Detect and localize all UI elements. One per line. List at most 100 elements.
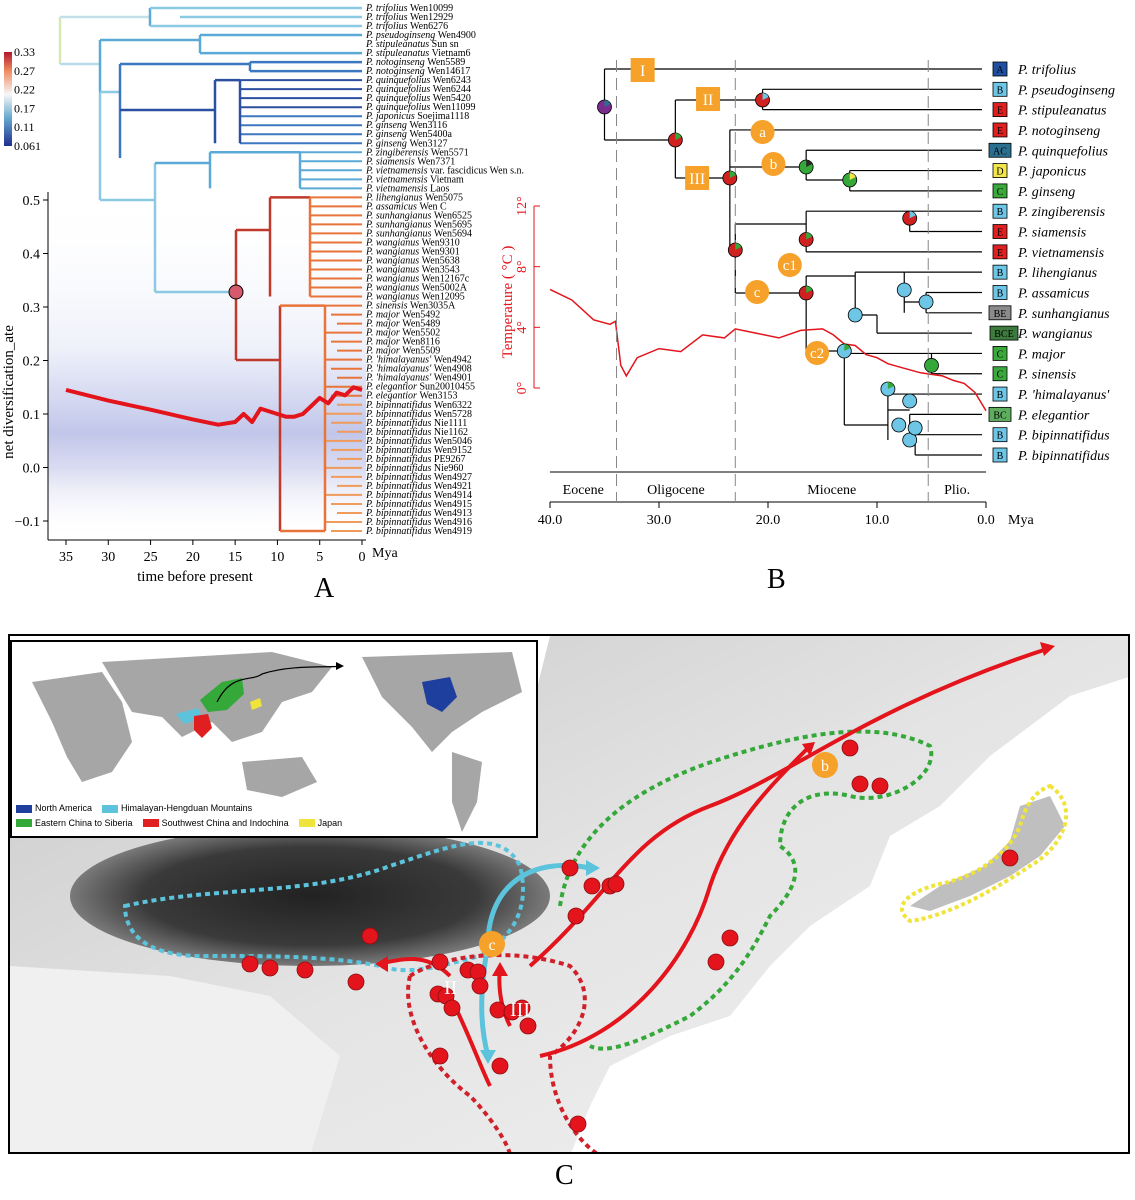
tip-species: P. quinquefolius: [365, 102, 433, 113]
south-america: [452, 752, 482, 832]
tip-label: P. siamensis Wen7371: [365, 156, 455, 167]
area-code: AC: [993, 146, 1007, 157]
tip-label: P. major Wen5502: [365, 328, 440, 339]
tip-species: P. wangianus: [365, 237, 422, 248]
tip-species: P. bipinnatifidus: [365, 517, 434, 528]
phylogeny-a: [58, 6, 362, 533]
tip-species: P. wangianus: [365, 283, 422, 294]
tip-voucher: Wen5400a: [409, 129, 452, 140]
area-code: BC: [993, 410, 1007, 421]
legend-item: Southwest China and Indochina: [142, 817, 289, 830]
panel-letter-c: C: [555, 1160, 574, 1191]
tip-label: P. sunhangianus Wen6525: [365, 210, 472, 221]
tip-voucher: Wen3127: [409, 138, 447, 149]
tip-label: P. bipinnatifidus Wen6322: [365, 400, 472, 411]
tip-species: P. major: [365, 319, 402, 330]
taxon-name: P. elegantior: [1017, 408, 1090, 423]
y-tick-label-a: 0.0: [23, 462, 41, 477]
dispersal-arrow-west: [379, 957, 452, 978]
pie-slice: [729, 171, 736, 178]
tip-voucher: Wen8116: [402, 337, 440, 348]
tip-species: P. ginseng: [365, 129, 409, 140]
japan-outline: [900, 783, 1069, 924]
tip-label: P. ginseng Wen5400a: [365, 129, 453, 140]
map-route-ii-label: II: [444, 977, 457, 999]
taxon-name: P. notoginseng: [1017, 124, 1100, 139]
x-tick-label-b: 0.0: [977, 513, 995, 528]
legend-item: Himalayan-Hengduan Mountains: [102, 802, 252, 815]
area-code: B: [997, 390, 1004, 401]
x-tick-label-a: 25: [144, 550, 158, 565]
x-tick-label-b: 40.0: [538, 513, 563, 528]
tip-species: P. bipinnatifidus: [365, 490, 434, 501]
tip-voucher: Vietnam: [430, 174, 464, 185]
ancestral-area-pie: [667, 132, 683, 148]
tip-label: P. stipuleanatus Vietnam6: [365, 48, 471, 59]
legend-label: North America: [35, 803, 93, 813]
tip-voucher: Wen9152: [434, 445, 472, 456]
tip-label: P. bipinnatifidus Wen5728: [365, 409, 472, 420]
tip-voucher: Wen6276: [410, 21, 448, 32]
tip-label: P. bipinnatifidus Nie1111: [365, 418, 467, 429]
legend-label: Southwest China and Indochina: [161, 817, 289, 828]
tip-voucher: Laos: [430, 183, 450, 194]
tip-species: P. elegantior: [365, 391, 419, 402]
map-node-b-marker: [812, 752, 838, 778]
tip-species: P. pseudoginseng: [365, 30, 438, 41]
tip-species: P. bipinnatifidus: [365, 481, 434, 492]
taxon-name: P. bipinnatifidus: [1017, 429, 1110, 444]
tip-voucher: Wen5509: [402, 346, 440, 357]
tip-species: P. quinquefolius: [365, 93, 433, 104]
tip-label: P. trifolius Wen6276: [365, 21, 448, 32]
tip-species: P. japonicus: [365, 111, 417, 122]
tip-label: P. sinensis Wen3035A: [365, 301, 456, 312]
epoch-label: Miocene: [807, 483, 856, 498]
tip-label: P. bipinnatifidus Wen4913: [365, 508, 472, 519]
migration-route: [216, 665, 343, 703]
range-north-america: [422, 677, 457, 712]
ancestral-area-pie: [907, 420, 923, 436]
tip-voucher: Wen5638: [422, 255, 460, 266]
tip-label: P. bipinnatifidus Wen4914: [365, 490, 472, 501]
occurrence-point: [561, 859, 579, 877]
clade-roman-label: II: [703, 92, 714, 109]
clade-roman-label: I: [640, 63, 645, 80]
tip-label: P. notoginseng Wen5589: [365, 57, 465, 68]
tip-voucher: Wen4921: [434, 481, 472, 492]
clade-letter-label: b: [770, 157, 778, 173]
tip-species: P. wangianus: [365, 274, 422, 285]
tip-species: P. trifolius: [365, 21, 410, 32]
y-tick-label-a: 0.1: [23, 408, 41, 423]
tip-voucher: Wen5694: [434, 228, 472, 239]
occurrence-point: [871, 777, 889, 795]
tip-voucher: Wen4908: [434, 364, 472, 375]
pie-slice: [849, 173, 856, 180]
x-tick-label-a: 30: [101, 550, 115, 565]
legend-item: Japan: [298, 817, 342, 830]
area-code: E: [997, 248, 1003, 259]
range-japan: [250, 698, 262, 710]
occurrence-point: [361, 927, 379, 945]
rate-density-shading: [48, 192, 366, 537]
tip-voucher: Wen3153: [419, 391, 457, 402]
taxa-b: A P. trifolius B P. pseudoginseng E P. stipul…: [988, 61, 1115, 464]
area-code: D: [996, 167, 1003, 178]
tip-label: P. sunhangianus Wen5695: [365, 219, 472, 230]
tip-voucher: Wen10099: [410, 3, 453, 14]
taxon-name: P. 'himalayanus': [1017, 388, 1110, 403]
area-code: B: [997, 288, 1004, 299]
area-code: B: [997, 451, 1004, 462]
taxon-name: P. stipuleanatus: [1017, 104, 1107, 119]
tip-label: P. wangianus Wen5638: [365, 255, 460, 266]
occurrence-point: [1001, 849, 1019, 867]
tip-species: P. vietnamensis: [365, 183, 430, 194]
area-code-box: [992, 61, 1008, 77]
tip-voucher: Wen14617: [427, 66, 470, 77]
tip-species: P. siamensis: [365, 156, 417, 167]
x-tick-label-b: 20.0: [756, 513, 781, 528]
arrowhead: [1040, 642, 1055, 656]
tip-label: P. major Wen5492: [365, 310, 440, 321]
legend-swatch: [16, 819, 32, 827]
tip-species: P. zingiberensis: [365, 147, 431, 158]
